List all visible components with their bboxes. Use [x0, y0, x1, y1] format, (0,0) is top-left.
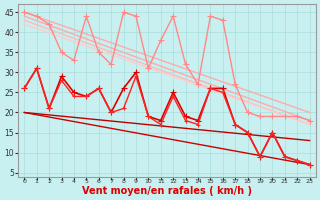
X-axis label: Vent moyen/en rafales ( km/h ): Vent moyen/en rafales ( km/h ) [82, 186, 252, 196]
